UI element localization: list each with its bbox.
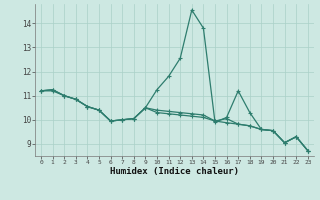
X-axis label: Humidex (Indice chaleur): Humidex (Indice chaleur) — [110, 167, 239, 176]
